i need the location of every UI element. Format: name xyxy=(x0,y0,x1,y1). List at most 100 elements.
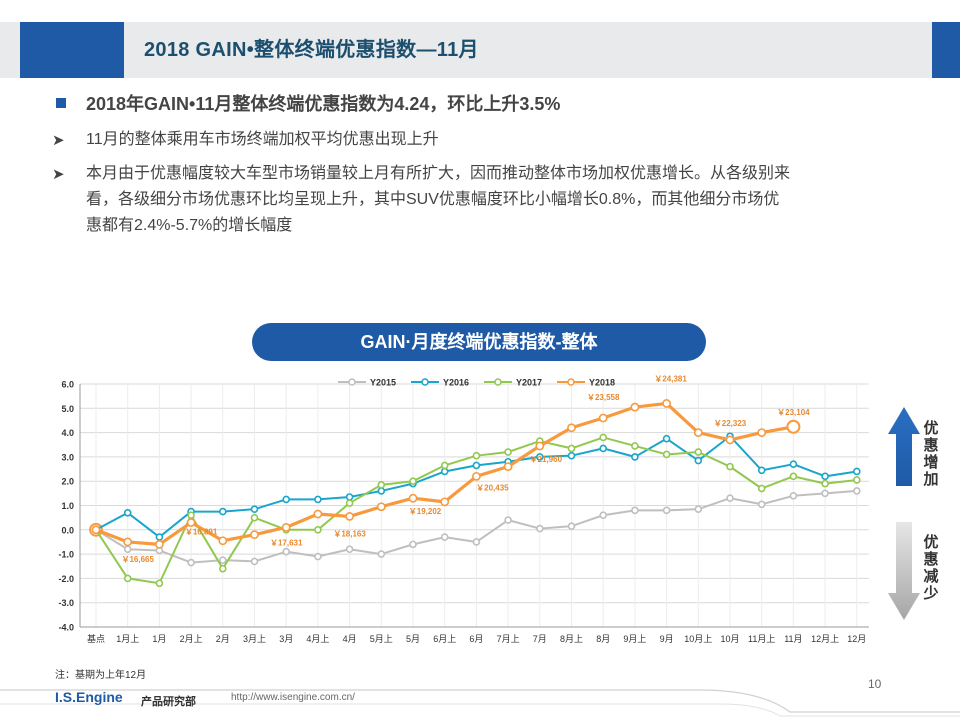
data-point-y2018 xyxy=(345,512,354,521)
data-point-y2016 xyxy=(250,505,259,513)
legend-swatch-marker xyxy=(567,378,575,386)
data-point-y2016 xyxy=(440,467,449,476)
data-point-y2015 xyxy=(250,557,259,566)
chart-title: GAIN·月度终端优惠指数-整体 xyxy=(252,323,706,361)
data-point-y2015 xyxy=(504,516,512,524)
data-point-y2017 xyxy=(440,461,449,470)
data-point-y2016 xyxy=(821,472,829,481)
data-point-y2017 xyxy=(504,448,512,456)
data-point-y2015 xyxy=(472,538,481,546)
website-link[interactable]: http://www.isengine.com.cn/ xyxy=(231,692,355,703)
price-annotation: ￥16,891 xyxy=(185,528,218,537)
data-point-y2015 xyxy=(789,491,798,500)
last-point-marker xyxy=(786,419,801,434)
summary-point-1: 11月的整体乘用车市场终端加权平均优惠出现上升 xyxy=(86,131,439,148)
page-title: 2018 GAIN•整体终端优惠指数—11月 xyxy=(144,39,479,61)
x-tick-label: 7月 xyxy=(533,634,547,644)
legend-swatch-marker xyxy=(494,378,502,386)
data-point-y2015 xyxy=(314,552,322,561)
data-point-y2015 xyxy=(345,545,354,554)
x-tick-label: 5月 xyxy=(406,634,420,644)
footer-swoosh xyxy=(0,703,960,717)
x-tick-label: 8月上 xyxy=(560,634,583,644)
data-point-y2017 xyxy=(852,476,861,484)
data-point-y2015 xyxy=(567,522,576,530)
data-point-y2016 xyxy=(757,466,766,475)
data-point-y2016 xyxy=(155,533,164,541)
x-tick-label: 5月上 xyxy=(370,634,393,644)
data-point-y2016 xyxy=(694,456,703,465)
data-point-y2017 xyxy=(472,451,481,460)
data-point-y2015 xyxy=(599,511,608,520)
title-band xyxy=(0,22,960,78)
x-tick-label: 9月 xyxy=(660,634,674,644)
data-point-y2017 xyxy=(631,442,639,450)
data-point-y2016 xyxy=(567,451,576,460)
footer-swoosh xyxy=(0,689,960,713)
x-tick-label: 12月 xyxy=(847,634,866,644)
footnote: 注：基期为上年12月 xyxy=(55,670,147,681)
legend-swatch-marker xyxy=(348,378,356,386)
y-tick-label: 1.0 xyxy=(61,501,74,511)
data-point-y2018 xyxy=(598,413,608,423)
data-point-y2017 xyxy=(409,477,417,486)
data-point-y2018 xyxy=(123,537,133,547)
arrow-bullet-icon: ➤ xyxy=(52,132,65,149)
x-tick-label: 4月 xyxy=(343,634,357,644)
side-label-down: 优惠减少 xyxy=(923,534,939,602)
data-point-y2015 xyxy=(662,506,671,515)
data-point-y2015 xyxy=(726,494,734,503)
data-point-y2018 xyxy=(567,423,576,433)
y-tick-label: -1.0 xyxy=(58,550,74,560)
data-point-y2015 xyxy=(123,545,132,554)
y-tick-label: 3.0 xyxy=(61,452,74,462)
data-point-y2017 xyxy=(789,472,798,481)
data-point-y2018 xyxy=(503,462,513,472)
y-tick-label: 5.0 xyxy=(61,404,74,414)
x-tick-label: 1月 xyxy=(152,634,166,644)
x-tick-label: 10月 xyxy=(720,634,739,644)
department-label: 产品研究部 xyxy=(141,696,196,708)
page-number: 10 xyxy=(868,677,882,691)
summary-headline: 2018年GAIN•11月整体终端优惠指数为4.24，环比上升3.5% xyxy=(86,94,561,114)
x-tick-label: 11月上 xyxy=(748,634,775,644)
x-tick-label: 1月上 xyxy=(116,634,139,644)
x-tick-label: 3月上 xyxy=(243,634,266,644)
data-point-y2017 xyxy=(377,481,386,489)
data-point-y2016 xyxy=(599,444,608,453)
price-annotation: ￥22,323 xyxy=(714,419,747,428)
data-point-y2017 xyxy=(345,499,354,507)
data-point-y2017 xyxy=(314,525,322,534)
data-point-y2017 xyxy=(250,513,259,522)
data-point-y2015 xyxy=(757,500,766,509)
data-point-y2015 xyxy=(535,524,544,533)
data-point-y2016 xyxy=(472,461,481,470)
data-point-y2017 xyxy=(123,574,132,583)
up-arrow-icon xyxy=(888,407,920,486)
data-point-y2017 xyxy=(662,450,671,459)
data-point-y2015 xyxy=(219,556,227,564)
down-arrow-icon xyxy=(888,522,920,620)
data-point-y2015 xyxy=(282,547,291,556)
data-point-y2017 xyxy=(757,484,766,493)
data-point-y2017 xyxy=(599,433,608,442)
data-point-y2017 xyxy=(219,564,227,573)
data-point-y2018 xyxy=(471,471,481,481)
x-tick-label: 基点 xyxy=(87,633,105,644)
data-point-y2016 xyxy=(631,453,639,461)
data-point-y2017 xyxy=(694,448,703,456)
x-tick-label: 4月上 xyxy=(306,634,329,644)
x-tick-label: 7月上 xyxy=(497,634,520,644)
x-tick-label: 2月 xyxy=(216,634,230,644)
data-point-y2015 xyxy=(377,550,386,558)
brand-logo: I.S.Engine xyxy=(55,689,123,705)
y-tick-label: -3.0 xyxy=(58,598,74,608)
data-point-y2018 xyxy=(440,497,450,507)
y-tick-label: 4.0 xyxy=(61,428,74,438)
data-point-y2015 xyxy=(631,506,639,515)
data-point-y2015 xyxy=(852,487,861,495)
legend-label: Y2017 xyxy=(516,378,542,388)
data-point-y2017 xyxy=(187,511,195,520)
y-tick-label: 2.0 xyxy=(61,477,74,487)
summary-point-2-line-1: 本月由于优惠幅度较大车型市场销量较上月有所扩大，因而推动整体市场加权优惠增长。从… xyxy=(86,165,791,182)
